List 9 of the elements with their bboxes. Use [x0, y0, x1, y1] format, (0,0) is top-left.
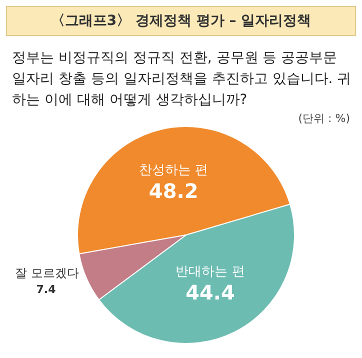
chart-title: 〈그래프3〉 경제정책 평가 – 일자리정책 — [6, 6, 356, 36]
data-label: 44.4 — [186, 280, 235, 305]
data-label: 48.2 — [148, 179, 198, 204]
data-label: 7.4 — [36, 283, 56, 296]
slice-label: 찬성하는 편 — [139, 163, 208, 178]
text: (단위 : %) — [297, 111, 350, 126]
slice-label: 반대하는 편 — [176, 264, 245, 280]
slice-label: 잘 모르겠다 — [15, 266, 80, 280]
chart-subtitle: 정부는 비정규직의 정규직 전환, 공무원 등 공공부문 일자리 창출 등의 일자리정책을 추진하고 있습니다. 귀하는 이에 대해 어떻게 생각하십니까? — [12, 49, 352, 110]
